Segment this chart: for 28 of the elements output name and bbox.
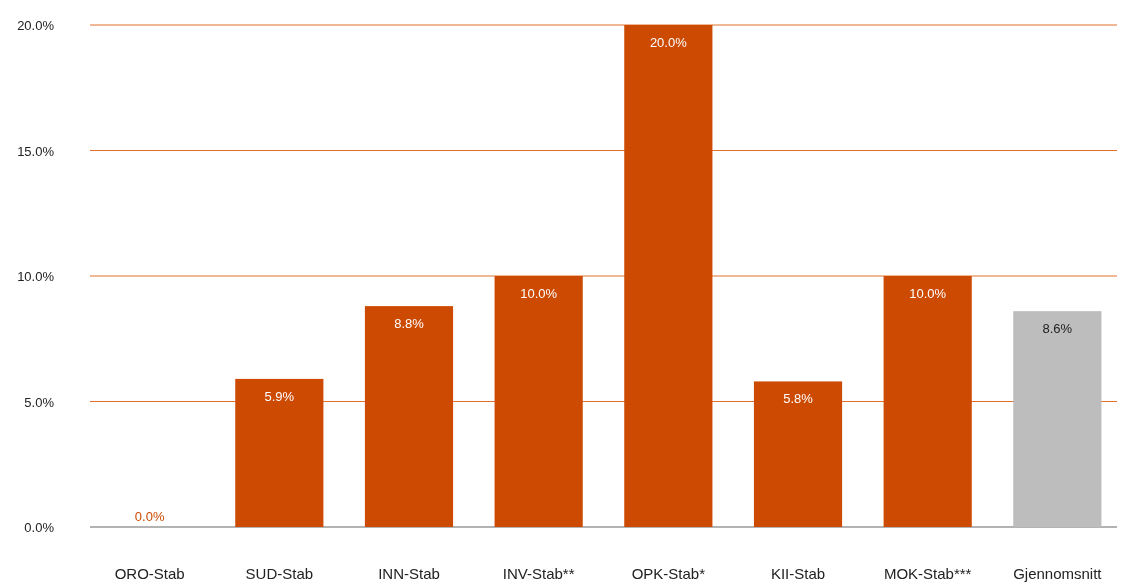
bar: [753, 381, 843, 527]
x-tick-label: SUD-Stab: [245, 565, 314, 582]
x-tick-label: MOK-Stab***: [883, 565, 972, 582]
y-tick-label: 20.0%: [17, 18, 55, 33]
x-tick-label: INV-Stab**: [502, 565, 575, 582]
x-tick-label: Gjennomsnitt: [1013, 565, 1103, 582]
bar: [235, 378, 324, 527]
y-tick-label: 5.0%: [24, 394, 55, 410]
data-label: 10.0%: [520, 286, 558, 301]
data-label: 0.0%: [134, 509, 165, 524]
x-tick-label: INN-Stab: [378, 565, 440, 582]
y-tick-label: 0.0%: [24, 520, 55, 535]
x-tick-label: ORO-Stab: [114, 565, 185, 582]
y-tick-label: 15.0%: [17, 143, 55, 159]
data-label: 8.6%: [1042, 321, 1073, 337]
data-label: 10.0%: [909, 286, 947, 301]
data-label: 5.9%: [264, 388, 295, 404]
data-label: 5.8%: [783, 391, 814, 407]
x-tick-label: OPK-Stab*: [631, 565, 706, 582]
bar: [364, 306, 454, 527]
bar: [624, 25, 713, 527]
bar: [494, 276, 583, 527]
bar: [1013, 311, 1102, 527]
y-tick-label: 10.0%: [17, 269, 55, 284]
bar: [883, 276, 972, 527]
x-tick-label: KII-Stab: [770, 565, 826, 582]
data-label: 8.8%: [394, 316, 425, 332]
data-label: 20.0%: [649, 35, 688, 50]
